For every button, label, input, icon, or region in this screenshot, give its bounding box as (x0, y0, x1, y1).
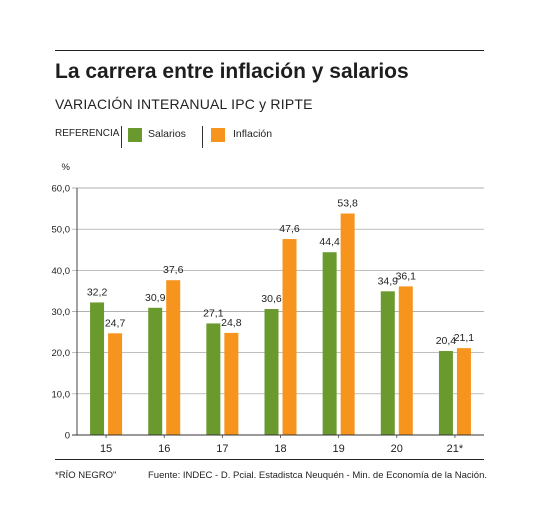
bar-salarios (264, 309, 279, 435)
x-tick-label: 20 (391, 443, 403, 455)
y-tick-label: 60,0 (52, 184, 71, 195)
bar-inflacion (224, 332, 239, 435)
legend-label-salarios: Salarios (148, 128, 186, 140)
legend-reference-label: REFERENCIA (55, 128, 120, 139)
data-label: 36,1 (396, 270, 417, 282)
x-tick-label: 16 (158, 443, 170, 455)
source-note: Fuente: INDEC - D. Pcial. Estadistca Neu… (148, 470, 487, 481)
y-tick-label: 0 (65, 431, 70, 442)
chart-title: La carrera entre inflación y salarios (55, 60, 409, 83)
chart-subtitle: VARIACIÓN INTERANUAL IPC y RIPTE (55, 96, 313, 112)
data-label: 21,1 (454, 332, 475, 344)
data-label: 30,6 (261, 293, 282, 305)
bar-salarios (206, 323, 221, 435)
data-label: 24,7 (105, 317, 126, 329)
data-label: 37,6 (163, 264, 184, 276)
x-tick-label: 21* (447, 443, 464, 455)
y-tick-label: 10,0 (52, 389, 71, 400)
data-label: 24,8 (221, 317, 242, 329)
bar-inflacion (108, 333, 123, 435)
data-label: 32,2 (87, 286, 108, 298)
data-label: 20,4 (436, 335, 457, 347)
data-label: 53,8 (337, 198, 358, 210)
y-tick-label: 40,0 (52, 266, 71, 277)
x-tick-label: 15 (100, 443, 112, 455)
bar-inflacion (340, 213, 355, 435)
bar-salarios (148, 307, 163, 435)
legend-separator (202, 126, 203, 148)
legend-separator (121, 126, 122, 148)
y-tick-label: 20,0 (52, 348, 71, 359)
legend-swatch-inflacion (211, 128, 225, 142)
bar-salarios (322, 252, 337, 435)
data-label: 27,1 (203, 307, 224, 319)
x-tick-label: 18 (274, 443, 286, 455)
top-rule (55, 50, 484, 51)
data-label: 47,6 (279, 223, 300, 235)
legend-label-inflacion: Inflación (233, 128, 273, 140)
y-tick-label: 30,0 (52, 307, 71, 318)
bar-inflacion (456, 348, 471, 435)
x-tick-label: 17 (216, 443, 228, 455)
legend-swatch-salarios (128, 128, 142, 142)
x-tick-label: 19 (333, 443, 345, 455)
data-label: 34,9 (378, 275, 399, 287)
y-tick-label: 50,0 (52, 225, 71, 236)
bar-salarios (90, 302, 105, 435)
bar-inflacion (398, 286, 413, 435)
footnote: *RÍO NEGRO" (55, 470, 117, 481)
data-label: 30,9 (145, 292, 166, 304)
data-label: 44,4 (319, 236, 340, 248)
y-axis-unit: % (62, 162, 71, 173)
bottom-rule (55, 459, 484, 460)
bar-salarios (438, 351, 453, 435)
bar-inflacion (166, 280, 181, 435)
bar-salarios (380, 291, 395, 435)
bar-inflacion (282, 239, 297, 435)
